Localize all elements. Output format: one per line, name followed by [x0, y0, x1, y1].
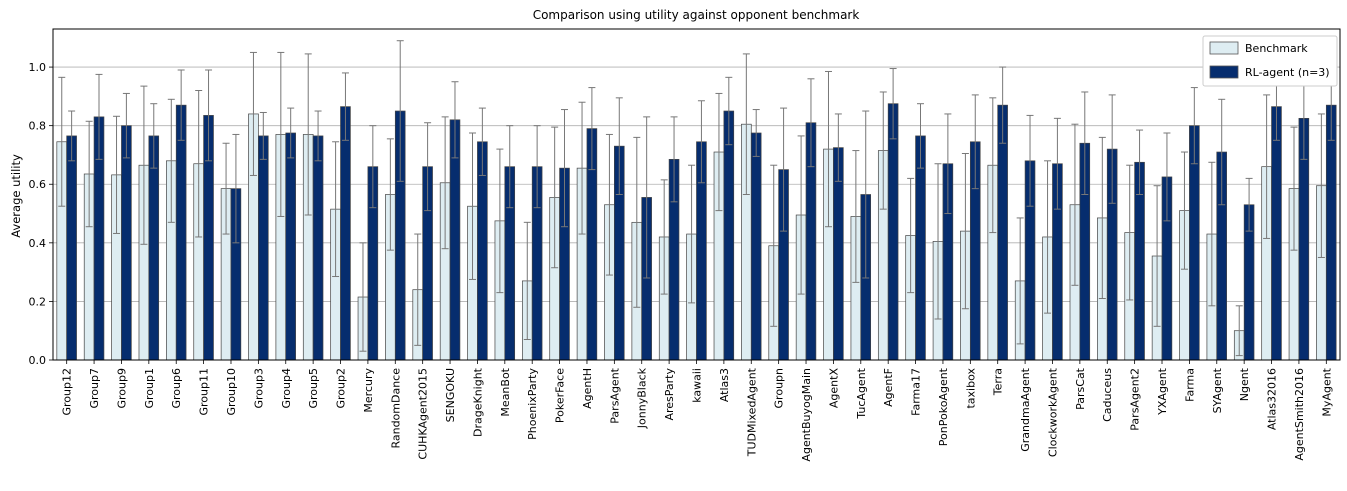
x-tick-label: Group1	[143, 368, 156, 409]
chart-title: Comparison using utility against opponen…	[533, 8, 860, 22]
x-tick-label: ParsCat	[1074, 367, 1087, 410]
x-tick-label: PhoenixParty	[526, 368, 539, 440]
bar-rl-agent	[285, 132, 296, 361]
x-tick-label: ClockworkAgent	[1046, 367, 1059, 457]
x-tick-label: SYAgent	[1211, 367, 1224, 413]
bar-rl-agent	[340, 106, 351, 361]
x-tick-label: Group9	[115, 368, 128, 409]
bar-rl-agent	[312, 135, 324, 361]
x-tick-label: Group10	[225, 368, 238, 416]
x-tick-label: Atlas3	[718, 368, 731, 402]
legend-swatch-rl-agent	[1209, 65, 1239, 79]
x-tick-label: Group3	[252, 368, 265, 409]
legend-swatch-benchmark	[1209, 41, 1239, 55]
x-tick-label: AresParty	[663, 368, 676, 421]
x-tick-label: kawaii	[691, 368, 704, 403]
x-tick-label: CUHKAgent2015	[417, 368, 430, 460]
y-tick-label: 1.0	[29, 61, 47, 74]
bars-group	[56, 103, 1337, 361]
x-tick-label: Group2	[335, 368, 348, 409]
x-tick-label: Terra	[992, 368, 1005, 396]
x-tick-label: SENGOKU	[444, 368, 457, 422]
y-tick-label: 0.2	[29, 295, 47, 308]
x-tick-label: Group5	[307, 368, 320, 409]
x-tick-label: Ngent	[1238, 367, 1251, 401]
x-tick-label: TucAgent	[855, 367, 868, 419]
x-tick-label: Group6	[170, 368, 183, 409]
y-axis-label: Average utility	[9, 154, 23, 238]
x-tick-label: AgentH	[581, 368, 594, 409]
x-tick-label: Farma17	[910, 368, 923, 416]
x-tick-label: Group7	[88, 368, 101, 409]
x-tick-label: ParsAgent	[608, 367, 621, 423]
x-tick-label: Groupn	[773, 368, 786, 408]
bar-rl-agent	[66, 135, 77, 361]
bar-rl-agent	[1271, 106, 1282, 361]
x-ticks: Group12 Group7 Group9 Group1 Group6 Group11 Gr…	[61, 360, 1333, 462]
y-tick-label: 0.8	[29, 120, 47, 133]
bar-rl-agent	[258, 135, 269, 361]
y-tick-label: 0.0	[29, 354, 47, 367]
x-tick-label: Group11	[198, 368, 211, 416]
x-tick-label: MyAgent	[1320, 367, 1333, 416]
x-tick-label: DrageKnight	[471, 367, 484, 437]
x-tick-label: AgentF	[882, 368, 895, 407]
x-tick-label: Mercury	[362, 368, 375, 413]
bar-rl-agent	[750, 132, 762, 361]
legend: Benchmark RL-agent (n=3)	[1202, 35, 1338, 87]
x-tick-label: TUDMixedAgent	[745, 367, 758, 457]
x-tick-label: AgentSmith2016	[1293, 368, 1306, 461]
x-tick-label: Group12	[61, 368, 74, 416]
bar-rl-agent	[887, 103, 899, 361]
x-tick-label: AgentBuyogMain	[800, 368, 813, 462]
x-tick-label: Atlas32016	[1266, 368, 1279, 430]
x-tick-label: ParsAgent2	[1129, 368, 1142, 431]
error-bars-group	[58, 40, 1335, 357]
y-tick-label: 0.4	[29, 237, 47, 250]
y-ticks: 0.0 0.2 0.4 0.6 0.8 1.0	[29, 61, 53, 367]
x-tick-label: YXAgent	[1156, 367, 1169, 416]
bar-rl-agent	[175, 104, 187, 361]
bar-rl-agent	[723, 110, 735, 361]
x-tick-label: taxibox	[964, 368, 977, 409]
x-tick-label: PonPokoAgent	[937, 367, 950, 446]
x-tick-label: RandomDance	[389, 368, 402, 449]
legend-label-rl-agent: RL-agent (n=3)	[1245, 66, 1330, 79]
x-tick-label: PokerFace	[554, 368, 567, 423]
bar-rl-agent	[1325, 104, 1337, 361]
x-tick-label: Farma	[1183, 368, 1196, 402]
bar-rl-agent	[121, 125, 132, 361]
y-tick-label: 0.6	[29, 178, 47, 191]
legend-label-benchmark: Benchmark	[1245, 42, 1308, 55]
x-tick-label: Caduceus	[1101, 368, 1114, 422]
x-tick-label: AgentX	[827, 368, 840, 409]
x-tick-label: JonnyBlack	[636, 367, 649, 429]
x-tick-label: Group4	[280, 368, 293, 409]
bar-rl-agent	[915, 135, 926, 361]
bar-rl-agent	[148, 135, 160, 361]
x-tick-label: GrandmaAgent	[1019, 367, 1032, 451]
x-tick-label: MeanBot	[499, 367, 512, 416]
